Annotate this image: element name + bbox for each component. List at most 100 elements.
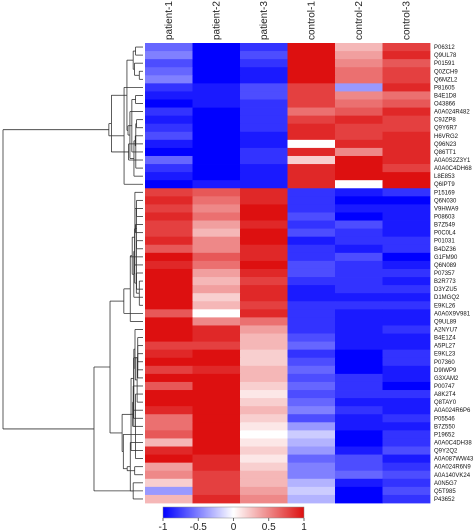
heatmap-cell [240, 188, 288, 197]
heatmap-cell [240, 365, 288, 375]
heatmap-cell [240, 164, 288, 173]
heatmap-cell [145, 131, 193, 141]
heatmap-cell [335, 131, 383, 141]
heatmap-cell [382, 486, 431, 496]
heatmap-cell [382, 285, 431, 294]
heatmap-cell [382, 293, 431, 302]
heatmap-cell [240, 59, 288, 68]
heatmap-cell [335, 406, 383, 415]
heatmap-cell [192, 252, 241, 262]
heatmap-cell [382, 422, 431, 431]
row-label: A0A140VK24 [434, 473, 471, 479]
heatmap-cell [240, 155, 288, 165]
heatmap-cell [382, 188, 431, 197]
heatmap-cell [287, 454, 336, 464]
heatmap-cell [335, 470, 383, 480]
heatmap-cell [287, 478, 336, 488]
heatmap-cell [335, 212, 383, 221]
row-label: A0A0S2Z3Y1 [434, 158, 471, 164]
heatmap-cell [240, 349, 288, 359]
heatmap-cell [382, 406, 431, 415]
heatmap-cell [335, 341, 383, 351]
heatmap-cell [145, 446, 193, 455]
heatmap-cell [240, 285, 288, 294]
heatmap-cell [192, 462, 241, 472]
heatmap-cell [240, 390, 288, 399]
heatmap-cell [287, 99, 336, 108]
heatmap-cell [287, 349, 336, 359]
heatmap-cell [382, 196, 431, 205]
colorbar-tick-label: 0 [231, 522, 237, 530]
row-label: B4E1D8 [434, 93, 457, 99]
heatmap-cell [335, 196, 383, 205]
heatmap-cell [287, 180, 336, 189]
heatmap-cell [145, 75, 193, 84]
heatmap-cell [192, 99, 241, 108]
heatmap-cell [145, 228, 193, 238]
heatmap-cell [240, 220, 288, 230]
heatmap-cell [192, 309, 241, 318]
heatmap-cell [335, 139, 383, 149]
heatmap-cell [287, 277, 336, 286]
heatmap-cell [145, 83, 193, 92]
heatmap-cell [287, 301, 336, 310]
heatmap-cell [335, 164, 383, 173]
heatmap-cell [192, 188, 241, 197]
row-label: Q86TT1 [434, 150, 457, 156]
heatmap-cell [145, 341, 193, 351]
heatmap-cell [192, 406, 241, 415]
heatmap-cell [240, 301, 288, 310]
heatmap-cell [145, 365, 193, 375]
heatmap-cell [287, 196, 336, 205]
heatmap-cell [335, 204, 383, 213]
heatmap-cell [287, 51, 336, 60]
heatmap-cell [145, 51, 193, 60]
heatmap-cell [287, 220, 336, 230]
row-label: A0A0C4DH38 [434, 440, 472, 446]
heatmap-cell [382, 155, 431, 165]
heatmap-cell [382, 349, 431, 359]
row-label: P81605 [434, 85, 455, 91]
heatmap-cell [335, 478, 383, 488]
heatmap-cell [240, 430, 288, 439]
heatmap-cell [192, 398, 241, 407]
heatmap-cell [192, 373, 241, 383]
heatmap-cell [192, 422, 241, 431]
heatmap-cell [382, 115, 431, 125]
column-label: patient-2 [211, 1, 222, 40]
colorbar-tick-label: -1 [159, 522, 168, 530]
heatmap-cell [192, 164, 241, 173]
heatmap-cell [240, 470, 288, 480]
row-label: A0N5G7 [434, 481, 458, 487]
heatmap-cell [335, 236, 383, 246]
heatmap-cell [145, 422, 193, 431]
heatmap-cell [145, 204, 193, 213]
heatmap-cell [240, 277, 288, 286]
heatmap-cell [287, 317, 336, 326]
heatmap-cell [192, 494, 241, 504]
heatmap-cell [192, 236, 241, 246]
heatmap-cell [192, 123, 241, 133]
heatmap-cell [192, 486, 241, 496]
heatmap-cell [192, 83, 241, 92]
heatmap-cell [335, 438, 383, 447]
heatmap-cell [192, 59, 241, 68]
heatmap-cell [287, 260, 336, 270]
heatmap-cell [382, 260, 431, 270]
row-label: Q9Y2Q2 [434, 449, 458, 455]
heatmap-cell [382, 204, 431, 213]
heatmap-cell [145, 414, 193, 423]
heatmap-cell [240, 478, 288, 488]
heatmap-cell [287, 373, 336, 383]
heatmap-cell [192, 131, 241, 141]
row-label: Q6N030 [434, 198, 457, 204]
heatmap-cell [240, 51, 288, 60]
heatmap-cell [192, 260, 241, 270]
heatmap-cell [145, 454, 193, 464]
heatmap-cell [145, 196, 193, 205]
heatmap-cell [192, 180, 241, 189]
row-label: A0A0C4DH68 [434, 166, 472, 172]
row-label: E9KL26 [434, 303, 456, 309]
heatmap-cell [382, 268, 431, 278]
heatmap-cell [287, 381, 336, 391]
